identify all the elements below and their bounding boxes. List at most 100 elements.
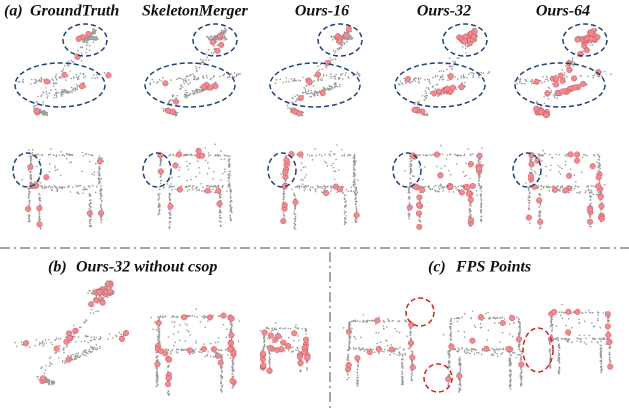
cloud-point bbox=[96, 38, 98, 40]
cloud-point bbox=[442, 74, 444, 76]
cloud-point bbox=[58, 351, 60, 353]
cloud-point bbox=[311, 90, 313, 92]
keypoint bbox=[37, 222, 43, 228]
cloud-point bbox=[211, 191, 213, 193]
cloud-point bbox=[439, 95, 441, 97]
cloud-point bbox=[585, 190, 587, 192]
cloud-point bbox=[329, 155, 331, 157]
cloud-point bbox=[449, 57, 451, 59]
cloud-point bbox=[54, 165, 56, 167]
cloud-point bbox=[204, 327, 206, 329]
keypoint bbox=[107, 288, 113, 294]
cloud-point bbox=[183, 80, 185, 82]
cloud-point bbox=[291, 78, 293, 80]
keypoint bbox=[54, 346, 60, 352]
cloud-point bbox=[48, 154, 50, 156]
cloud-point bbox=[429, 82, 431, 84]
cloud-point bbox=[101, 208, 103, 210]
cloud-point bbox=[228, 158, 230, 160]
cloud-point bbox=[208, 155, 210, 157]
cloud-point bbox=[342, 44, 344, 46]
cloud-point bbox=[349, 37, 351, 39]
cloud-point bbox=[50, 187, 52, 189]
cloud-point bbox=[543, 186, 545, 188]
cloud-point bbox=[191, 154, 193, 156]
cloud-point bbox=[470, 72, 472, 74]
cloud-point bbox=[158, 204, 160, 206]
cloud-point bbox=[196, 190, 198, 192]
cloud-point bbox=[413, 79, 415, 81]
cloud-point bbox=[99, 174, 101, 176]
cloud-point bbox=[328, 85, 330, 87]
cloud-point bbox=[44, 185, 46, 187]
cloud-point bbox=[160, 162, 162, 164]
cloud-point bbox=[460, 75, 462, 77]
cloud-point bbox=[87, 336, 89, 338]
cloud-point bbox=[214, 144, 216, 146]
cloud-point bbox=[280, 78, 282, 80]
cloud-point bbox=[43, 114, 45, 116]
cloud-point bbox=[206, 53, 208, 55]
cloud-point bbox=[83, 187, 85, 189]
cloud-point bbox=[220, 150, 222, 152]
cloud-point bbox=[93, 39, 95, 41]
cloud-point bbox=[355, 201, 357, 203]
cloud-point bbox=[47, 379, 49, 381]
keypoint bbox=[34, 108, 40, 114]
cloud-point bbox=[28, 193, 30, 195]
cloud-point bbox=[77, 77, 79, 79]
cloud-point bbox=[69, 70, 71, 72]
cloud-point bbox=[193, 78, 195, 80]
cloud-point bbox=[539, 193, 541, 195]
cloud-point bbox=[331, 77, 333, 79]
cloud-point bbox=[291, 98, 293, 100]
cloud-point bbox=[54, 94, 56, 96]
cloud-point bbox=[86, 38, 88, 40]
cloud-point bbox=[298, 185, 300, 187]
cloud-point bbox=[196, 71, 198, 73]
cloud-point bbox=[358, 75, 360, 77]
cloud-point bbox=[345, 218, 347, 220]
cloud-point bbox=[307, 91, 309, 93]
cloud-point bbox=[208, 38, 210, 40]
cloud-point bbox=[205, 160, 207, 162]
cloud-point bbox=[555, 154, 557, 156]
cloud-point bbox=[344, 222, 346, 224]
cloud-point bbox=[468, 73, 470, 75]
cloud-point bbox=[547, 80, 549, 82]
cloud-point bbox=[94, 336, 96, 338]
cloud-point bbox=[481, 203, 483, 205]
cloud-point bbox=[84, 41, 86, 43]
cloud-point bbox=[592, 44, 594, 46]
cloud-point bbox=[292, 80, 294, 82]
cloud-point bbox=[324, 161, 326, 163]
cloud-point bbox=[184, 154, 186, 156]
cloud-point bbox=[215, 342, 217, 344]
keypoint bbox=[599, 216, 605, 222]
cloud-point bbox=[588, 190, 590, 192]
cloud-point bbox=[531, 80, 533, 82]
cloud-point bbox=[60, 175, 62, 177]
cloud-point bbox=[344, 224, 346, 226]
cloud-point bbox=[335, 171, 337, 173]
cloud-point bbox=[42, 101, 44, 103]
keypoint bbox=[284, 158, 290, 164]
cloud-point bbox=[550, 169, 552, 171]
cloud-point bbox=[38, 379, 40, 381]
cloud-point bbox=[157, 355, 159, 357]
cloud-point bbox=[423, 99, 425, 101]
cloud-point bbox=[300, 80, 302, 82]
cloud-point bbox=[85, 350, 87, 352]
cloud-point bbox=[173, 345, 175, 347]
cloud-point bbox=[195, 188, 197, 190]
cloud-point bbox=[81, 60, 83, 62]
cloud-point bbox=[425, 95, 427, 97]
cloud-point bbox=[100, 205, 102, 207]
cloud-point bbox=[334, 178, 336, 180]
cloud-point bbox=[344, 198, 346, 200]
cloud-point bbox=[464, 82, 466, 84]
cloud-point bbox=[220, 225, 222, 227]
cloud-point bbox=[218, 155, 220, 157]
cloud-point bbox=[95, 38, 97, 40]
keypoint bbox=[420, 109, 426, 115]
